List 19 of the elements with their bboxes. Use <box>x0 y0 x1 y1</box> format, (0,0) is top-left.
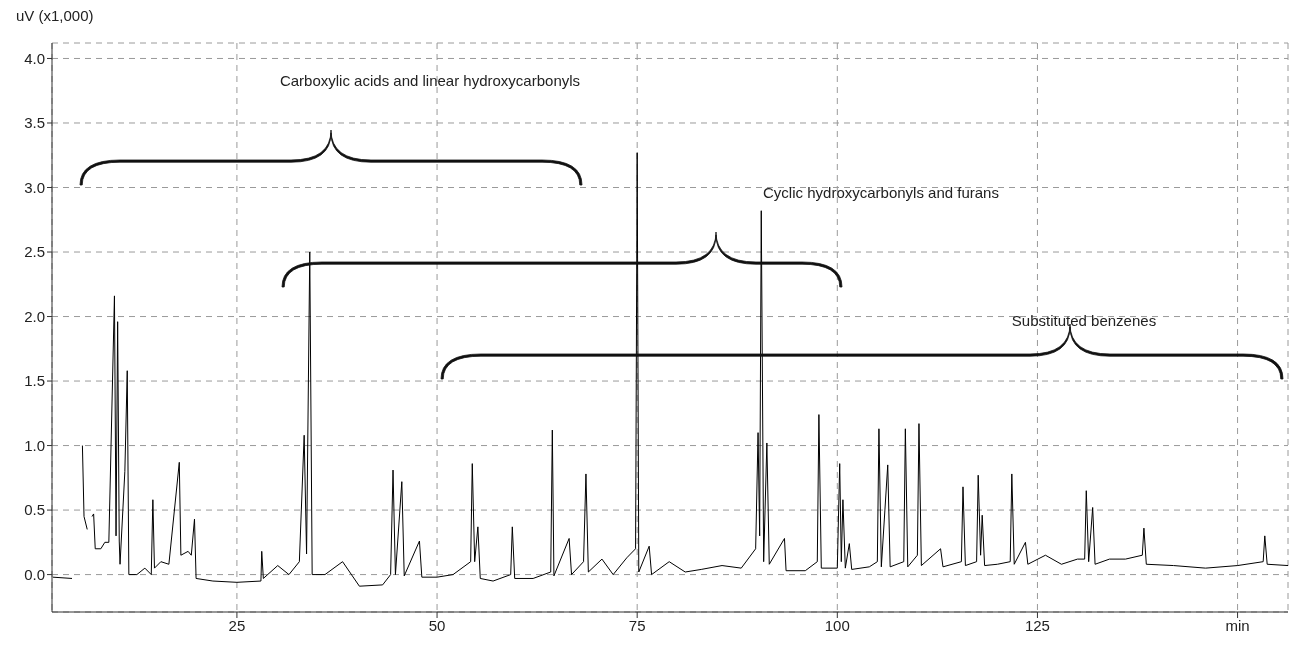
y-tick-label: 0.5 <box>24 501 45 519</box>
y-tick-label: 1.5 <box>24 372 45 390</box>
x-tick-label: 50 <box>428 616 446 634</box>
x-tick-label: 25 <box>228 616 246 634</box>
y-tick-label: 0.0 <box>24 565 45 583</box>
y-tick-label: 3.5 <box>24 114 45 132</box>
y-tick-label: 1.0 <box>24 436 45 454</box>
annotation: Cyclic hydroxycarbonyls and furans <box>763 183 999 201</box>
y-tick-label: 2.0 <box>24 307 45 325</box>
x-tick-label: 125 <box>1024 616 1050 634</box>
y-axis-title: uV (x1,000) <box>16 7 94 24</box>
annotation: Carboxylic acids and linear hydroxycarbonyls <box>279 71 581 89</box>
x-tick-label: 100 <box>824 616 850 634</box>
annotation: Substituted benzenes <box>1011 311 1157 329</box>
y-tick-label: 3.0 <box>24 178 45 196</box>
y-tick-label: 2.5 <box>24 243 45 261</box>
x-tick-label: min <box>1225 616 1250 634</box>
y-tick-label: 4.0 <box>24 49 45 67</box>
x-tick-label: 75 <box>628 616 646 634</box>
